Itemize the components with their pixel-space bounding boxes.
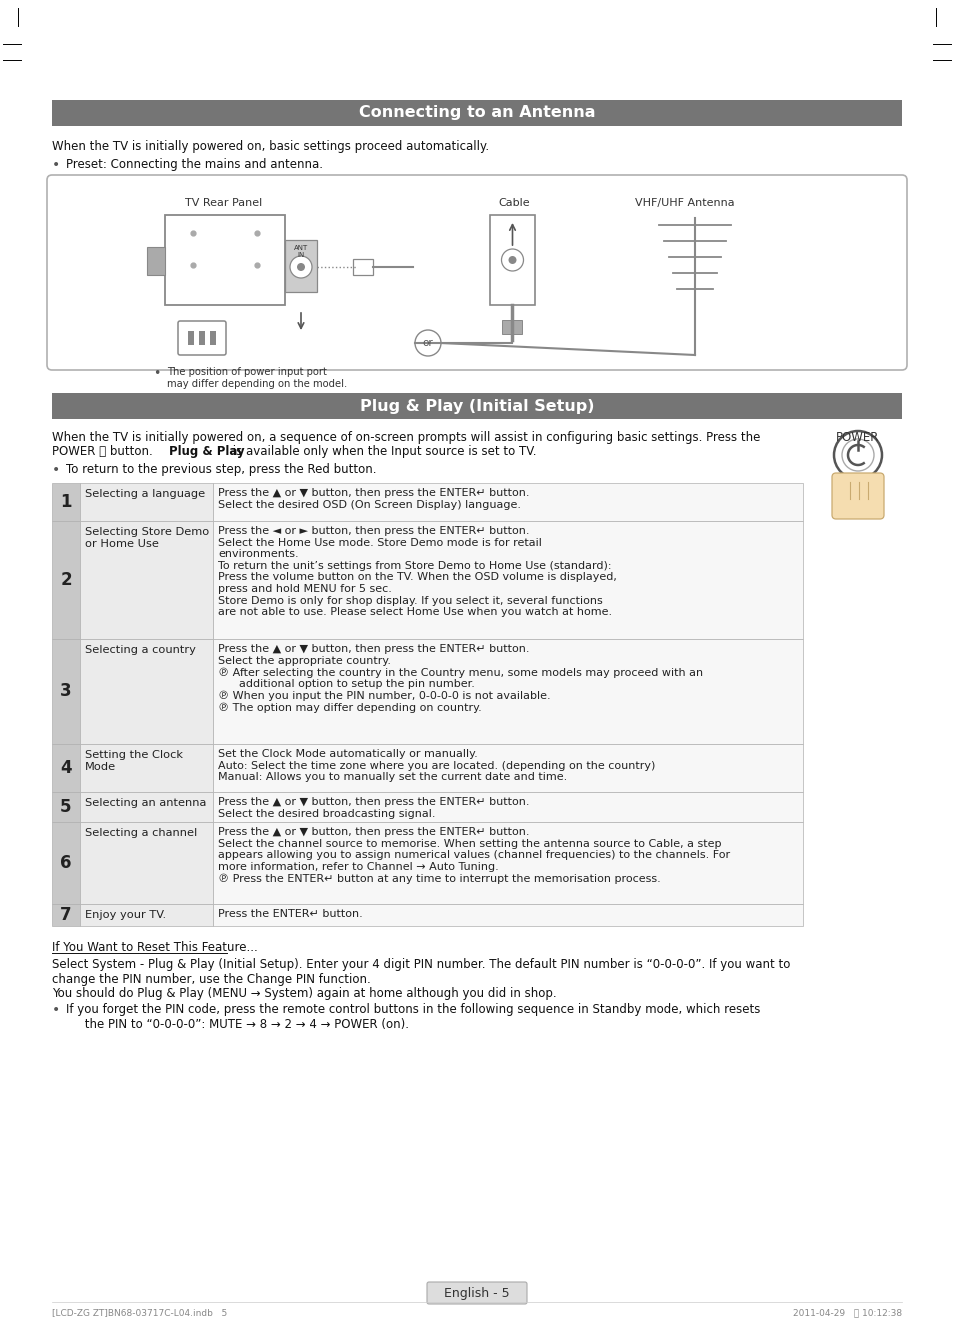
Text: Press the ▲ or ▼ button, then press the ENTER↵ button.
Select the appropriate co: Press the ▲ or ▼ button, then press the … bbox=[218, 645, 702, 713]
Bar bbox=[188, 332, 193, 345]
Text: Selecting a channel: Selecting a channel bbox=[85, 828, 197, 838]
FancyBboxPatch shape bbox=[178, 321, 226, 355]
Bar bbox=[52, 904, 80, 926]
Text: Select System - Plug & Play (Initial Setup). Enter your 4 digit PIN number. The : Select System - Plug & Play (Initial Set… bbox=[52, 958, 789, 985]
Bar bbox=[213, 904, 802, 926]
Text: VHF/UHF Antenna: VHF/UHF Antenna bbox=[635, 198, 734, 207]
Bar bbox=[52, 793, 80, 822]
Text: POWER ⏻ button.: POWER ⏻ button. bbox=[52, 445, 156, 458]
Bar bbox=[213, 639, 802, 744]
Bar bbox=[213, 822, 802, 904]
Text: 5: 5 bbox=[60, 798, 71, 816]
Text: If you forget the PIN code, press the remote control buttons in the following se: If you forget the PIN code, press the re… bbox=[66, 1003, 760, 1030]
Text: Preset: Connecting the mains and antenna.: Preset: Connecting the mains and antenna… bbox=[66, 159, 323, 170]
Bar bbox=[80, 744, 213, 793]
Text: Setting the Clock
Mode: Setting the Clock Mode bbox=[85, 750, 183, 771]
Bar bbox=[80, 904, 213, 926]
Bar bbox=[213, 483, 802, 520]
Bar bbox=[52, 100, 901, 125]
FancyBboxPatch shape bbox=[47, 174, 906, 370]
FancyBboxPatch shape bbox=[427, 1281, 526, 1304]
Bar bbox=[52, 744, 80, 793]
Bar bbox=[147, 247, 165, 275]
Text: When the TV is initially powered on, basic settings proceed automatically.: When the TV is initially powered on, bas… bbox=[52, 140, 489, 153]
Bar bbox=[199, 332, 205, 345]
Text: Plug & Play (Initial Setup): Plug & Play (Initial Setup) bbox=[359, 399, 594, 413]
Bar bbox=[52, 483, 80, 520]
Text: Set the Clock Mode automatically or manually.
Auto: Select the time zone where y: Set the Clock Mode automatically or manu… bbox=[218, 749, 655, 782]
Text: The position of power input port
may differ depending on the model.: The position of power input port may dif… bbox=[167, 367, 347, 388]
Text: is available only when the Input source is set to TV.: is available only when the Input source … bbox=[229, 445, 536, 458]
Text: TV Rear Panel: TV Rear Panel bbox=[185, 198, 262, 207]
Text: 7: 7 bbox=[60, 906, 71, 923]
Text: ANT
IN: ANT IN bbox=[294, 244, 308, 258]
Bar bbox=[213, 744, 802, 793]
Text: 4: 4 bbox=[60, 760, 71, 777]
Text: •: • bbox=[52, 159, 60, 172]
Text: POWER: POWER bbox=[835, 431, 879, 444]
Bar bbox=[52, 822, 80, 904]
Bar bbox=[353, 259, 373, 275]
Text: Press the ▲ or ▼ button, then press the ENTER↵ button.
Select the desired broadc: Press the ▲ or ▼ button, then press the … bbox=[218, 797, 529, 819]
Bar bbox=[80, 483, 213, 520]
Bar bbox=[52, 639, 80, 744]
Text: [LCD-ZG ZT]BN68-03717C-L04.indb   5: [LCD-ZG ZT]BN68-03717C-L04.indb 5 bbox=[52, 1308, 227, 1317]
Bar bbox=[285, 240, 316, 292]
Bar bbox=[80, 520, 213, 639]
Bar bbox=[213, 793, 802, 822]
Bar bbox=[502, 320, 522, 334]
Text: 6: 6 bbox=[60, 853, 71, 872]
Circle shape bbox=[296, 263, 305, 271]
Bar bbox=[80, 822, 213, 904]
Text: •: • bbox=[152, 367, 160, 380]
Bar bbox=[210, 332, 215, 345]
Text: English - 5: English - 5 bbox=[444, 1287, 509, 1300]
Text: Press the ▲ or ▼ button, then press the ENTER↵ button.
Select the channel source: Press the ▲ or ▼ button, then press the … bbox=[218, 827, 729, 884]
Text: If You Want to Reset This Feature...: If You Want to Reset This Feature... bbox=[52, 941, 257, 954]
Text: Press the ENTER↵ button.: Press the ENTER↵ button. bbox=[218, 909, 362, 919]
Bar bbox=[490, 215, 535, 305]
Text: 2011-04-29   Ⓐ 10:12:38: 2011-04-29 Ⓐ 10:12:38 bbox=[792, 1308, 901, 1317]
Text: To return to the previous step, press the Red button.: To return to the previous step, press th… bbox=[66, 462, 376, 476]
Circle shape bbox=[501, 248, 523, 271]
Text: You should do Plug & Play (MENU → System) again at home although you did in shop: You should do Plug & Play (MENU → System… bbox=[52, 987, 556, 1000]
Circle shape bbox=[833, 431, 882, 480]
Text: 1: 1 bbox=[60, 493, 71, 511]
Text: Plug & Play: Plug & Play bbox=[169, 445, 244, 458]
Text: Enjoy your TV.: Enjoy your TV. bbox=[85, 910, 166, 919]
Text: 2: 2 bbox=[60, 571, 71, 589]
Text: Selecting Store Demo
or Home Use: Selecting Store Demo or Home Use bbox=[85, 527, 209, 548]
Text: Selecting a language: Selecting a language bbox=[85, 489, 205, 499]
Text: •: • bbox=[52, 1003, 60, 1017]
Bar bbox=[80, 639, 213, 744]
Circle shape bbox=[841, 439, 873, 472]
Circle shape bbox=[415, 330, 440, 355]
Text: Connecting to an Antenna: Connecting to an Antenna bbox=[358, 106, 595, 120]
Text: Selecting an antenna: Selecting an antenna bbox=[85, 798, 206, 808]
Text: Press the ▲ or ▼ button, then press the ENTER↵ button.
Select the desired OSD (O: Press the ▲ or ▼ button, then press the … bbox=[218, 487, 529, 510]
Circle shape bbox=[290, 256, 312, 277]
Text: •: • bbox=[52, 462, 60, 477]
Bar bbox=[80, 793, 213, 822]
Bar bbox=[165, 215, 285, 305]
Circle shape bbox=[508, 256, 516, 264]
Text: 3: 3 bbox=[60, 683, 71, 700]
Text: Cable: Cable bbox=[497, 198, 529, 207]
Text: or: or bbox=[422, 338, 433, 347]
Bar bbox=[213, 520, 802, 639]
FancyBboxPatch shape bbox=[831, 473, 883, 519]
Bar bbox=[52, 394, 901, 419]
Bar bbox=[52, 520, 80, 639]
Text: Press the ◄ or ► button, then press the ENTER↵ button.
Select the Home Use mode.: Press the ◄ or ► button, then press the … bbox=[218, 526, 617, 617]
Text: When the TV is initially powered on, a sequence of on-screen prompts will assist: When the TV is initially powered on, a s… bbox=[52, 431, 760, 444]
Text: Selecting a country: Selecting a country bbox=[85, 645, 195, 655]
